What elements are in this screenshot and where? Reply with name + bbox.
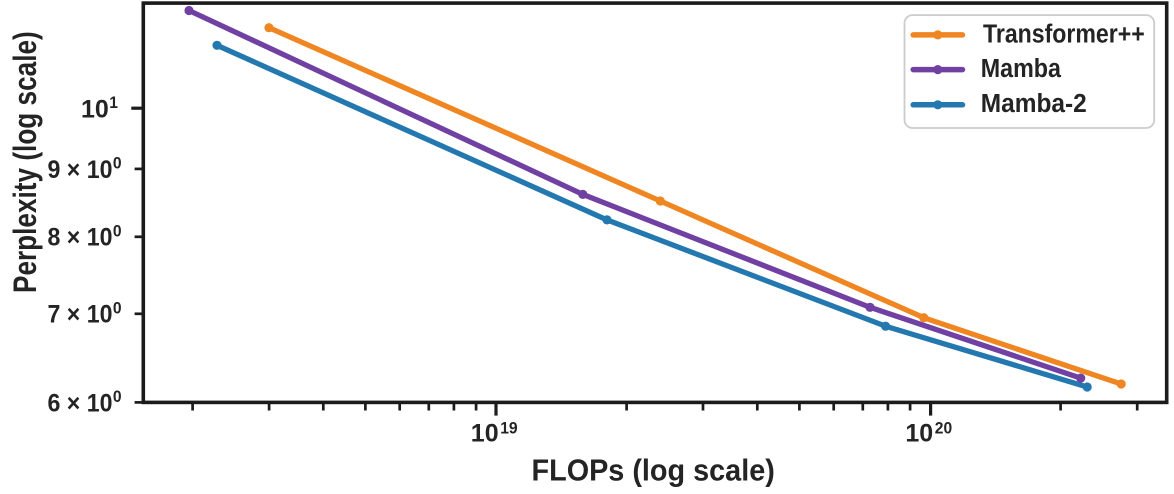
svg-text:0: 0: [113, 299, 122, 317]
svg-text:Mamba: Mamba: [981, 55, 1061, 83]
svg-text:0: 0: [113, 388, 122, 406]
svg-text:19: 19: [500, 419, 517, 437]
svg-text:10: 10: [471, 420, 499, 448]
svg-text:20: 20: [935, 419, 952, 437]
svg-text:9 × 10: 9 × 10: [48, 156, 113, 184]
svg-text:8 × 10: 8 × 10: [48, 224, 113, 252]
svg-text:0: 0: [113, 154, 122, 172]
svg-text:1: 1: [109, 94, 118, 112]
svg-text:7 × 10: 7 × 10: [48, 301, 113, 329]
svg-text:Perplexity (log scale): Perplexity (log scale): [9, 31, 44, 293]
svg-text:Transformer++: Transformer++: [983, 20, 1145, 49]
svg-text:10: 10: [81, 95, 109, 123]
svg-text:Mamba-2: Mamba-2: [981, 89, 1087, 118]
svg-text:6 × 10: 6 × 10: [48, 389, 113, 417]
svg-text:0: 0: [113, 222, 122, 240]
svg-text:10: 10: [905, 420, 933, 448]
svg-text:FLOPs (log scale): FLOPs (log scale): [532, 454, 775, 488]
